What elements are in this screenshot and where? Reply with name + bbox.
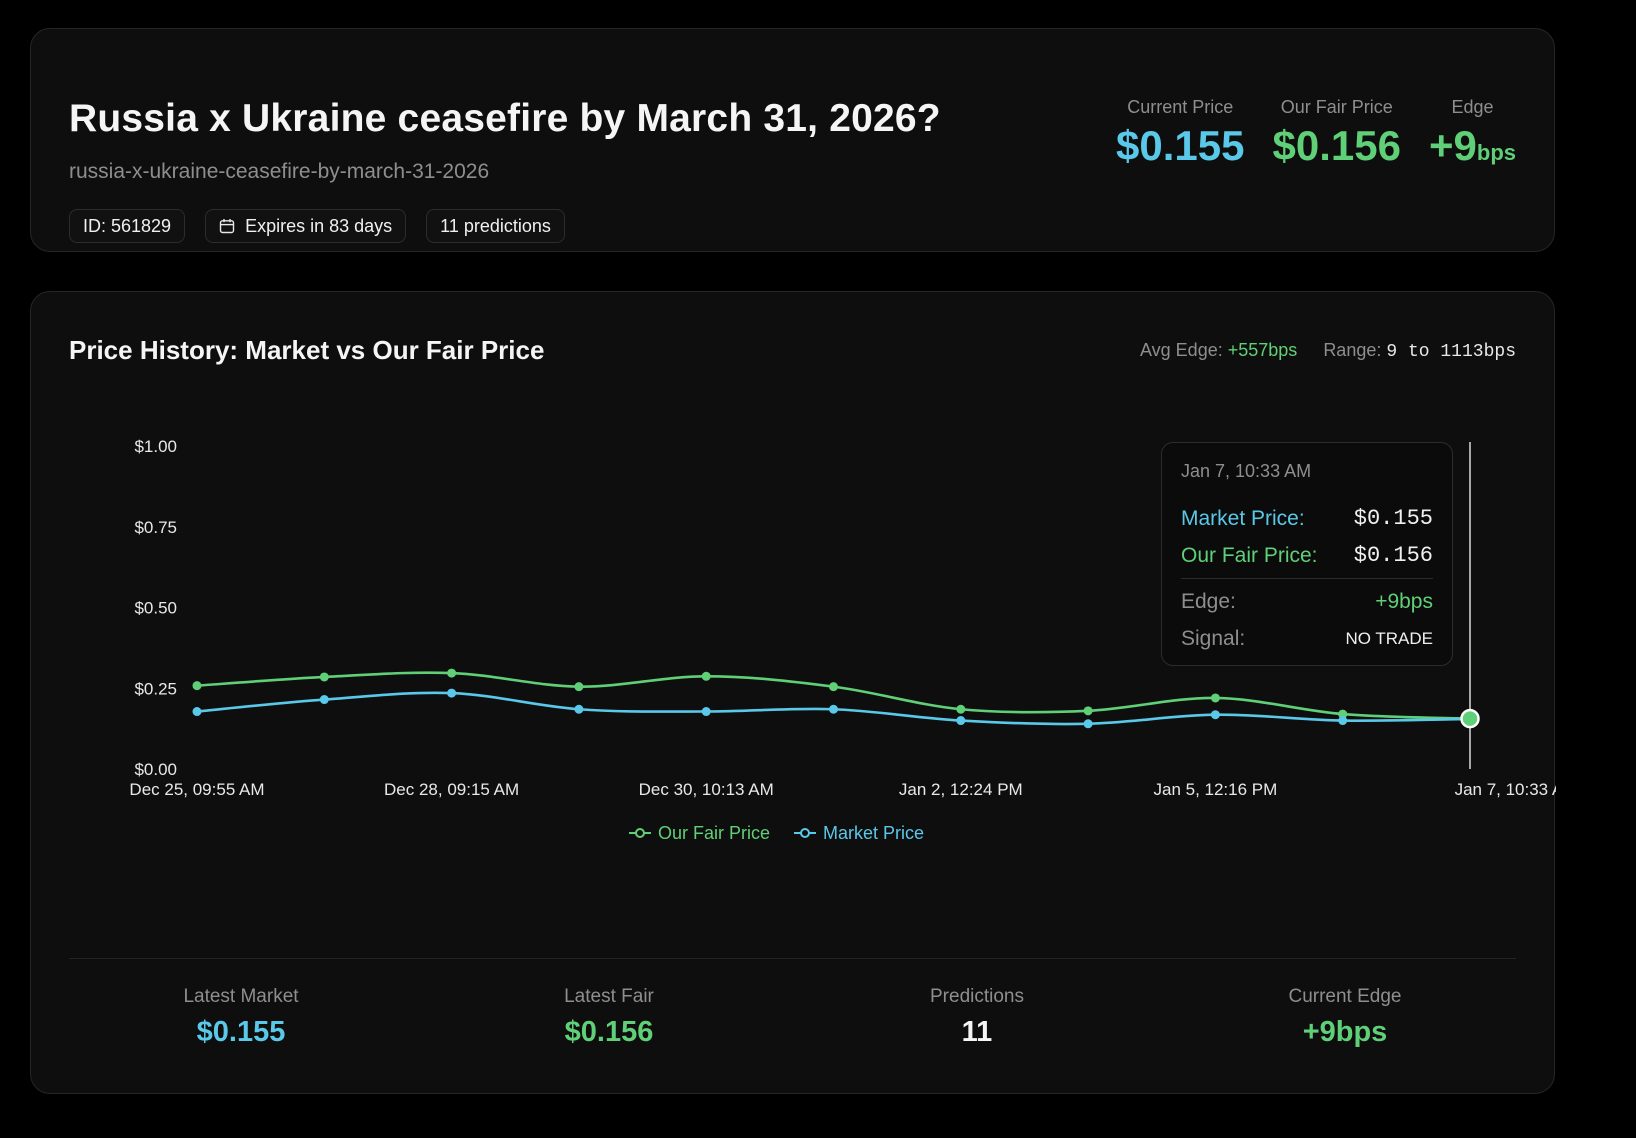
range-label: Range:	[1323, 340, 1382, 360]
tooltip-date: Jan 7, 10:33 AM	[1181, 461, 1312, 481]
our-fair-price-point	[701, 671, 711, 681]
market-price-point	[701, 707, 711, 717]
price-history-card: Price History: Market vs Our Fair Price …	[30, 291, 1556, 1095]
our-fair-price-point	[447, 668, 457, 678]
market-id-chip: ID: 561829	[69, 209, 186, 243]
stats-divider	[69, 958, 1516, 959]
y-tick-label: $0.25	[134, 679, 177, 698]
avg-edge: Avg Edge: +557bps	[1140, 340, 1297, 362]
market-price-point	[447, 688, 457, 698]
price-history-chart[interactable]: $0.00 $0.25 $0.50 $0.75 $1.00 Dec 25, 09:55 A…	[31, 292, 1556, 1095]
expiry-chip: Expires in 83 days	[205, 209, 407, 243]
x-tick-label: Jan 5, 12:16 PM	[1153, 780, 1277, 799]
expiry-text: Expires in 83 days	[245, 215, 393, 236]
our-fair-price-point	[1338, 709, 1348, 719]
x-tick-label: Dec 28, 09:15 AM	[384, 780, 519, 799]
tooltip-fair-value: $0.156	[1353, 543, 1433, 568]
our-fair-price-point	[319, 672, 329, 682]
predictions-chip-text: 11 predictions	[440, 215, 551, 236]
market-id-text: ID: 561829	[83, 215, 172, 236]
x-tick-label: Jan 7, 10:33 AM	[1455, 780, 1556, 799]
edge-value: +9	[1428, 122, 1477, 169]
tooltip-fair-label: Our Fair Price:	[1181, 543, 1318, 567]
predictions-label: Predictions	[930, 986, 1024, 1007]
tooltip-signal-row: Signal: NO TRADE	[1181, 620, 1433, 657]
active-point-marker	[1460, 708, 1480, 729]
market-slug: russia-x-ukraine-ceasefire-by-march-31-2…	[69, 160, 490, 183]
edge-value-wrap: +9bps	[1429, 124, 1516, 175]
range-value: 9 to 1113bps	[1386, 342, 1516, 362]
tooltip-fair-row: Our Fair Price: $0.156	[1181, 537, 1433, 574]
fair-price-value: $0.156	[1272, 122, 1401, 169]
y-tick-label: $1.00	[134, 437, 177, 456]
predictions-chip: 11 predictions	[426, 209, 565, 243]
edge-range: Range: 9 to 1113bps	[1323, 340, 1516, 362]
our-fair-price-point	[956, 704, 966, 714]
tooltip-market-label: Market Price:	[1181, 506, 1305, 530]
tooltip-market-row: Market Price: $0.155	[1181, 500, 1433, 537]
tooltip-edge-row: Edge: +9bps	[1181, 583, 1433, 620]
edge-kpi: Edge +9bps	[1429, 97, 1516, 175]
market-price-point	[1210, 710, 1220, 720]
edge-unit: bps	[1476, 140, 1516, 165]
latest-fair-label: Latest Fair	[564, 986, 654, 1007]
stat-latest-fair: Latest Fair $0.156	[489, 986, 729, 1049]
our-fair-price-point	[1210, 693, 1220, 703]
calendar-icon	[219, 218, 235, 234]
kpi-group: Current Price $0.155 Our Fair Price $0.1…	[1116, 97, 1516, 175]
fair-price-kpi: Our Fair Price $0.156	[1273, 97, 1401, 175]
market-title: Russia x Ukraine ceasefire by March 31, …	[69, 97, 941, 140]
latest-market-value: $0.155	[196, 1016, 286, 1048]
current-price-value: $0.155	[1116, 122, 1245, 169]
tooltip-edge-label: Edge:	[1181, 589, 1236, 613]
chart-meta: Avg Edge: +557bps Range: 9 to 1113bps	[1140, 340, 1516, 362]
our-fair-price-point	[574, 682, 584, 692]
market-header-card: Russia x Ukraine ceasefire by March 31, …	[30, 28, 1555, 252]
our-fair-price-legend-label: Our Fair Price	[658, 823, 770, 843]
edge-label: Edge	[1451, 97, 1494, 117]
avg-edge-value: +557bps	[1227, 340, 1298, 360]
market-price-point	[1083, 719, 1093, 729]
current-price-label: Current Price	[1127, 97, 1234, 117]
tooltip-signal-value: NO TRADE	[1345, 628, 1433, 648]
market-price-legend-label: Market Price	[823, 823, 924, 843]
tooltip-market-value: $0.155	[1353, 506, 1433, 531]
current-price-kpi: Current Price $0.155	[1116, 97, 1244, 175]
tooltip-divider	[1181, 578, 1433, 579]
x-tick-label: Dec 30, 10:13 AM	[639, 780, 774, 799]
y-tick-label: $0.00	[134, 760, 177, 779]
our-fair-price-legend-marker	[635, 828, 645, 838]
current-edge-label: Current Edge	[1288, 986, 1402, 1007]
latest-market-label: Latest Market	[183, 986, 299, 1007]
our-fair-price-point	[192, 681, 202, 691]
stat-latest-market: Latest Market $0.155	[121, 986, 361, 1049]
predictions-value: 11	[961, 1016, 993, 1048]
current-edge-value: +9bps	[1302, 1016, 1388, 1048]
avg-edge-label: Avg Edge:	[1139, 340, 1223, 360]
chart-title: Price History: Market vs Our Fair Price	[69, 335, 545, 365]
latest-fair-value: $0.156	[564, 1016, 654, 1048]
tooltip-edge-value: +9bps	[1375, 589, 1433, 613]
market-price-legend-marker	[800, 828, 810, 838]
market-price-point	[956, 716, 966, 726]
fair-price-label: Our Fair Price	[1280, 97, 1393, 117]
chart-tooltip: Jan 7, 10:33 AM Market Price: $0.155 Our…	[1161, 442, 1453, 666]
market-price-point	[319, 695, 329, 705]
market-price-point	[574, 704, 584, 714]
y-tick-label: $0.75	[134, 518, 177, 537]
stat-current-edge: Current Edge +9bps	[1225, 986, 1465, 1049]
market-chips: ID: 561829 Expires in 83 days 11 predict…	[69, 209, 565, 243]
stat-predictions: Predictions 11	[857, 986, 1097, 1049]
market-price-point	[192, 707, 202, 717]
x-tick-label: Jan 2, 12:24 PM	[899, 780, 1023, 799]
y-tick-label: $0.50	[134, 599, 177, 618]
our-fair-price-point	[1083, 706, 1093, 716]
market-price-point	[1338, 716, 1348, 726]
tooltip-signal-label: Signal:	[1181, 626, 1246, 650]
our-fair-price-point	[829, 682, 838, 692]
x-tick-label: Dec 25, 09:55 AM	[129, 780, 264, 799]
market-price-point	[829, 704, 838, 714]
